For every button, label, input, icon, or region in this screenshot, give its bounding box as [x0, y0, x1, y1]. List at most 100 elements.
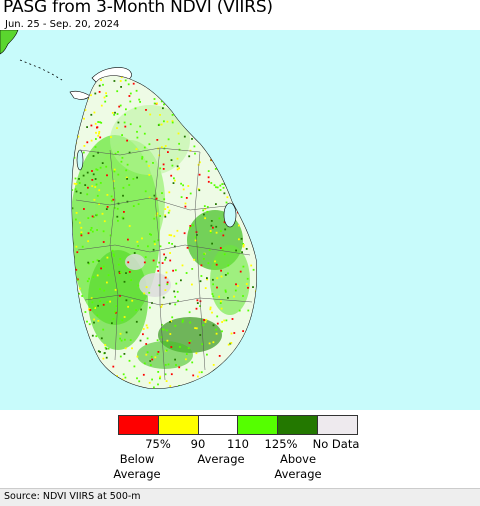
pixel-speckle — [110, 136, 112, 138]
pixel-speckle — [207, 170, 210, 172]
pixel-speckle — [199, 161, 201, 164]
pixel-speckle — [159, 114, 161, 116]
pixel-speckle — [163, 198, 166, 201]
pixel-speckle — [184, 205, 187, 208]
pixel-speckle — [122, 378, 124, 381]
pixel-speckle — [206, 353, 208, 356]
pixel-speckle — [90, 227, 93, 229]
pixel-speckle — [107, 347, 110, 350]
pixel-speckle — [153, 240, 156, 243]
pixel-speckle — [136, 176, 138, 179]
legend-tick-90: 90 — [190, 437, 206, 451]
pixel-speckle — [92, 155, 95, 157]
pixel-speckle — [191, 138, 193, 140]
pixel-speckle — [156, 265, 159, 268]
pixel-speckle — [86, 141, 89, 144]
pixel-speckle — [124, 79, 127, 82]
pixel-speckle — [125, 176, 128, 179]
pixel-speckle — [174, 303, 177, 306]
pixel-speckle — [137, 203, 140, 205]
pixel-speckle — [171, 243, 173, 245]
pixel-speckle — [109, 300, 111, 303]
pixel-speckle — [215, 328, 217, 331]
pixel-speckle — [162, 296, 165, 299]
pixel-speckle — [209, 231, 212, 234]
pixel-speckle — [164, 258, 166, 261]
pixel-speckle — [133, 365, 136, 368]
pixel-speckle — [225, 319, 228, 322]
pixel-speckle — [202, 209, 205, 212]
pixel-speckle — [216, 186, 219, 189]
pixel-speckle — [212, 341, 215, 344]
legend-average: Average — [197, 452, 245, 466]
pixel-speckle — [113, 80, 116, 82]
pixel-speckle — [110, 195, 113, 198]
pixel-speckle — [143, 292, 146, 295]
pixel-speckle — [119, 80, 122, 82]
pixel-speckle — [210, 159, 213, 161]
pixel-speckle — [223, 253, 226, 256]
pixel-speckle — [173, 245, 176, 248]
legend-above-average: Above Average — [274, 452, 322, 481]
pixel-speckle — [149, 233, 151, 235]
pixel-speckle — [234, 289, 237, 292]
legend-below-average: Below Average — [113, 452, 161, 481]
pixel-speckle — [215, 225, 218, 228]
pixel-speckle — [221, 330, 223, 333]
pixel-speckle — [222, 186, 225, 189]
pixel-speckle — [158, 123, 161, 126]
pixel-speckle — [203, 205, 206, 207]
pixel-speckle — [95, 183, 98, 186]
adams-bridge — [19, 59, 63, 81]
pixel-speckle — [94, 122, 97, 125]
pixel-speckle — [97, 121, 100, 123]
pixel-speckle — [119, 295, 121, 297]
pixel-speckle — [156, 102, 158, 105]
pixel-speckle — [202, 324, 205, 327]
pixel-speckle — [180, 196, 183, 198]
pixel-speckle — [169, 259, 172, 262]
pixel-speckle — [99, 166, 102, 169]
pixel-speckle — [174, 358, 176, 361]
pixel-speckle — [209, 308, 212, 311]
pixel-speckle — [159, 245, 162, 248]
pixel-speckle — [245, 248, 248, 250]
pixel-speckle — [105, 347, 108, 350]
pixel-speckle — [198, 371, 201, 374]
pixel-speckle — [109, 234, 112, 237]
pixel-speckle — [129, 123, 132, 126]
pixel-speckle — [195, 327, 198, 330]
pixel-speckle — [94, 92, 97, 95]
pixel-speckle — [193, 145, 196, 148]
pixel-speckle — [215, 263, 218, 266]
pixel-speckle — [152, 259, 155, 262]
pixel-speckle — [102, 357, 105, 360]
pixel-speckle — [128, 225, 131, 227]
pixel-speckle — [143, 362, 146, 365]
pixel-speckle — [138, 380, 141, 383]
pixel-speckle — [100, 121, 103, 124]
pixel-speckle — [198, 189, 201, 192]
pixel-speckle — [199, 305, 201, 307]
pixel-speckle — [153, 98, 156, 100]
pixel-speckle — [129, 339, 132, 341]
pixel-speckle — [176, 168, 179, 171]
pixel-speckle — [242, 243, 244, 245]
pixel-speckle — [95, 138, 97, 140]
pixel-speckle — [157, 383, 159, 386]
pixel-speckle — [99, 136, 102, 139]
pixel-speckle — [203, 253, 205, 255]
pixel-speckle — [215, 332, 218, 335]
pixel-speckle — [162, 163, 165, 166]
pixel-speckle — [80, 233, 83, 235]
pixel-speckle — [242, 245, 245, 248]
pixel-speckle — [99, 300, 102, 303]
pixel-speckle — [119, 104, 122, 107]
pixel-speckle — [112, 318, 115, 320]
source-note: Source: NDVI VIIRS at 500-m — [4, 491, 141, 502]
pixel-speckle — [155, 197, 158, 200]
pixel-speckle — [126, 163, 129, 166]
puttalam-lagoon — [76, 149, 84, 171]
pixel-speckle — [128, 95, 131, 97]
pixel-speckle — [94, 146, 97, 148]
